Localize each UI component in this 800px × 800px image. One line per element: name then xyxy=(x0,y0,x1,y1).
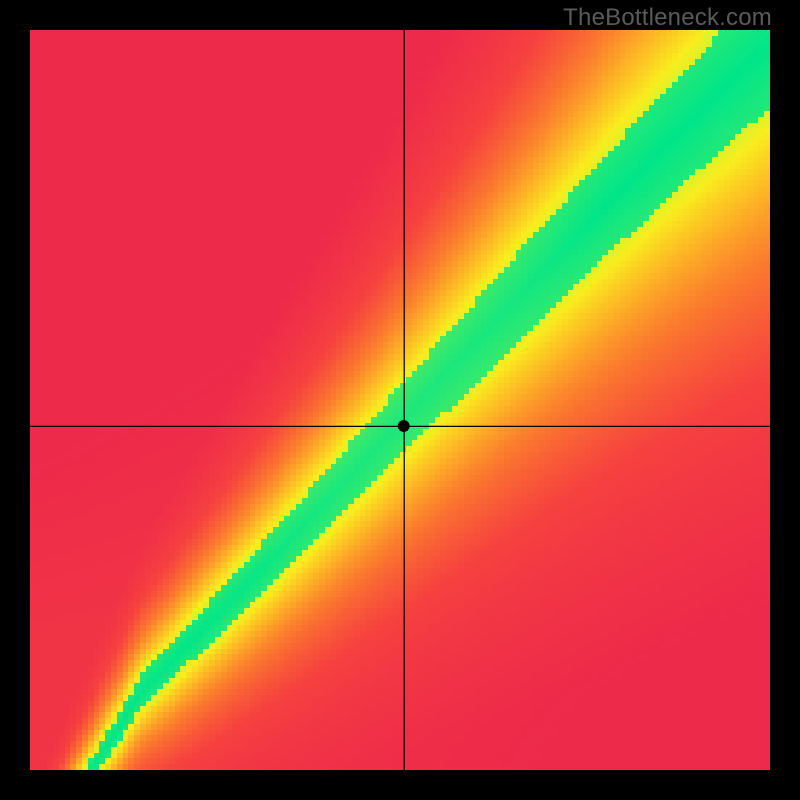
watermark-text: TheBottleneck.com xyxy=(563,4,772,32)
plot-area xyxy=(30,30,770,770)
heatmap-canvas xyxy=(30,30,770,770)
chart-frame: TheBottleneck.com xyxy=(0,0,800,800)
